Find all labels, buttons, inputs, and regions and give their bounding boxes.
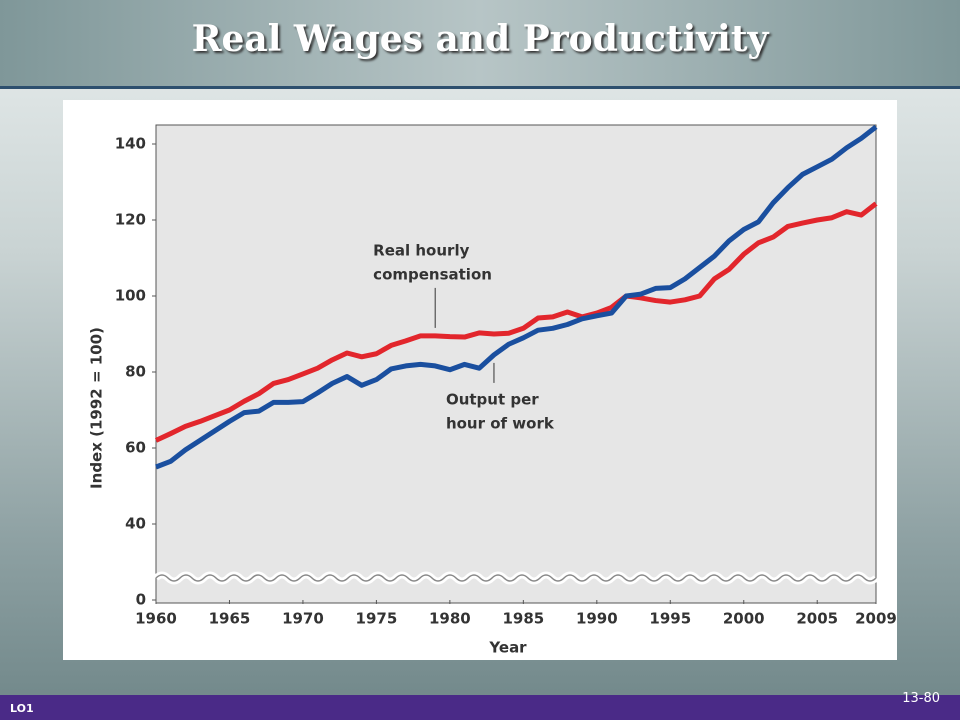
footer-label: LO1: [10, 702, 34, 715]
x-tick-label: 1990: [576, 610, 618, 628]
x-tick-label: 2005: [796, 610, 838, 628]
annotation: compensation: [373, 265, 492, 283]
x-tick-label: 1980: [429, 610, 471, 628]
annotation: Output per: [446, 390, 539, 408]
x-axis-label: Year: [488, 639, 527, 657]
slide-title: Real Wages and Productivity: [191, 18, 769, 60]
annotation: Real hourly: [373, 241, 469, 259]
x-tick-label: 1970: [282, 610, 324, 628]
chart: Index (1992 = 100) Year 0 40 60 80 100 120 140…: [87, 124, 897, 657]
series-line: [154, 201, 878, 443]
x-tick-label: 2009: [855, 610, 897, 628]
y-axis-label: Index (1992 = 100): [88, 327, 106, 489]
axis-break: [155, 574, 877, 582]
y-tick-label: 60: [125, 439, 146, 457]
x-tick-label: 2000: [723, 610, 765, 628]
x-tick-label: 1975: [356, 610, 398, 628]
x-tick-label: 1995: [649, 610, 691, 628]
series-line: [155, 124, 878, 470]
page-number: 13-80: [902, 691, 940, 706]
y-tick-label: 0: [136, 591, 146, 609]
plot-area: [155, 124, 877, 604]
y-tick-label: 120: [115, 211, 146, 229]
y-tick-label: 80: [125, 363, 146, 381]
x-tick-label: 1965: [209, 610, 251, 628]
y-tick-label: 40: [125, 515, 146, 533]
x-tick-label: 1985: [502, 610, 544, 628]
y-tick-label: 100: [115, 287, 146, 305]
footer: LO1 13-80: [0, 691, 960, 720]
annotation: hour of work: [446, 414, 555, 432]
title-bar: [0, 0, 960, 89]
y-tick-label: 140: [115, 135, 146, 153]
x-tick-label: 1960: [135, 610, 177, 628]
